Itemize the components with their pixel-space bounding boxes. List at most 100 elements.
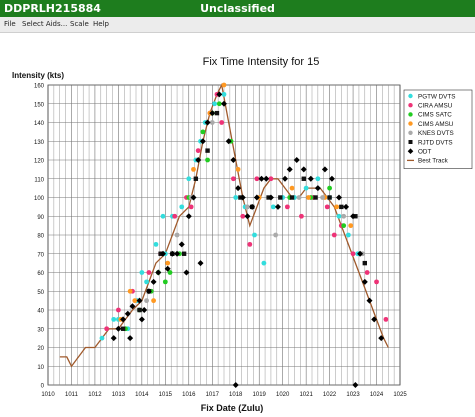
odt-point: [307, 175, 314, 182]
odt-point: [225, 138, 232, 145]
rjtd-dvts-point: [362, 260, 367, 266]
cira-amsu-point: [104, 326, 110, 332]
menu-file[interactable]: File: [4, 20, 16, 28]
x-tick-label: 1015: [159, 392, 173, 398]
cira-amsu-point: [219, 120, 225, 125]
x-tick-label: 1019: [253, 392, 267, 398]
rjtd-dvts-point: [205, 148, 210, 153]
pgtw-dvts-point: [160, 213, 166, 219]
rjtd-dvts-point: [181, 251, 187, 256]
odt-point: [178, 241, 185, 248]
legend-label: ODT: [418, 149, 431, 156]
y-tick-label: 130: [34, 140, 45, 146]
cira-amsu-point: [247, 241, 253, 247]
odt-point: [366, 297, 373, 304]
pgtw-dvts-point: [99, 335, 105, 341]
y-tick-label: 0: [41, 384, 45, 390]
legend-swatch-pgtw-dvts: [408, 93, 413, 99]
odt-point: [138, 316, 145, 323]
title-bar: DDPRLH215884 Unclassified: [0, 0, 475, 17]
x-tick-label: 1017: [206, 392, 220, 398]
y-tick-label: 40: [37, 309, 44, 315]
cims-satc-point: [167, 270, 173, 275]
cira-amsu-point: [172, 213, 178, 219]
legend-swatch-cims-satc: [408, 112, 413, 117]
pgtw-dvts-point: [139, 270, 145, 275]
cira-amsu-point: [146, 270, 152, 275]
cira-amsu-point: [350, 251, 356, 257]
cims-amsu-point: [334, 204, 340, 210]
x-tick-label: 1022: [323, 392, 337, 398]
cims-amsu-point: [289, 185, 295, 191]
odt-point: [352, 382, 359, 388]
y-tick-label: 10: [37, 365, 44, 371]
cims-amsu-point: [127, 288, 133, 294]
rjtd-dvts-point: [327, 195, 332, 200]
cira-amsu-point: [254, 176, 260, 182]
grid: [47, 84, 401, 386]
cira-amsu-point: [195, 148, 201, 154]
rjtd-dvts-point: [301, 176, 306, 181]
cims-satc-point: [327, 185, 332, 191]
cims-amsu-point: [191, 166, 196, 172]
menu-bar: File Select Aids... Scale Help: [0, 17, 475, 33]
odt-point: [357, 250, 364, 257]
odt-point: [314, 185, 321, 192]
odt-point: [321, 166, 328, 173]
x-tick-label: 1014: [135, 392, 149, 398]
menu-scale[interactable]: Scale: [70, 20, 89, 28]
pgtw-dvts-point: [221, 91, 227, 97]
y-tick-label: 50: [37, 290, 44, 296]
y-tick-label: 60: [37, 271, 44, 277]
fix-intensity-chart: Fix Time Intensity for 15 Intensity (kts…: [12, 56, 473, 413]
classification-label: Unclassified: [200, 2, 275, 15]
cira-amsu-point: [374, 279, 379, 285]
odt-point: [244, 213, 251, 220]
pgtw-dvts-point: [261, 260, 267, 266]
odt-point: [282, 175, 289, 182]
pgtw-dvts-point: [345, 232, 351, 238]
x-tick-label: 1020: [276, 392, 290, 398]
y-axis-label: Intensity (kts): [12, 71, 64, 80]
y-tick-label: 30: [37, 327, 44, 333]
cira-amsu-point: [299, 213, 304, 219]
pgtw-dvts-point: [144, 279, 149, 285]
cira-amsu-point: [324, 204, 330, 210]
x-tick-label: 1016: [182, 392, 196, 398]
odt-point: [145, 288, 152, 295]
best-track-line: [59, 82, 389, 368]
knes-dvts-point: [320, 195, 325, 200]
odt-point: [136, 297, 143, 304]
odt-point: [230, 157, 237, 163]
legend-swatch-knes-dvts: [408, 130, 413, 135]
cims-satc-point: [200, 129, 206, 135]
best-track-path: [59, 82, 389, 368]
odt-point: [267, 194, 274, 201]
menu-help[interactable]: Help: [93, 20, 109, 28]
cira-amsu-point: [284, 204, 290, 210]
odt-point: [183, 269, 190, 276]
odt-point: [350, 213, 357, 220]
x-tick-label: 1012: [88, 392, 102, 398]
odt-point: [141, 307, 148, 313]
axis-ticks: 0102030405060708090100110120130140150160…: [34, 84, 407, 399]
odt-point: [378, 335, 385, 342]
y-tick-label: 120: [34, 159, 45, 165]
legend-label: Best Track: [418, 158, 449, 165]
menu-select-aids[interactable]: Select Aids...: [22, 20, 68, 28]
pgtw-dvts-point: [303, 185, 309, 191]
odt-point: [249, 203, 256, 210]
odt-point: [129, 303, 136, 310]
odt-point: [185, 213, 192, 220]
odt-point: [371, 316, 378, 323]
odt-point: [169, 250, 176, 257]
x-tick-label: 1025: [393, 392, 407, 398]
x-tick-label: 1018: [229, 392, 243, 398]
legend-label: PGTW DVTS: [418, 93, 455, 100]
odt-point: [335, 194, 342, 201]
pgtw-dvts-point: [270, 204, 276, 210]
cims-satc-point: [162, 279, 168, 285]
x-tick-label: 1011: [65, 392, 79, 398]
odt-point: [300, 166, 307, 173]
cims-amsu-point: [221, 82, 227, 88]
